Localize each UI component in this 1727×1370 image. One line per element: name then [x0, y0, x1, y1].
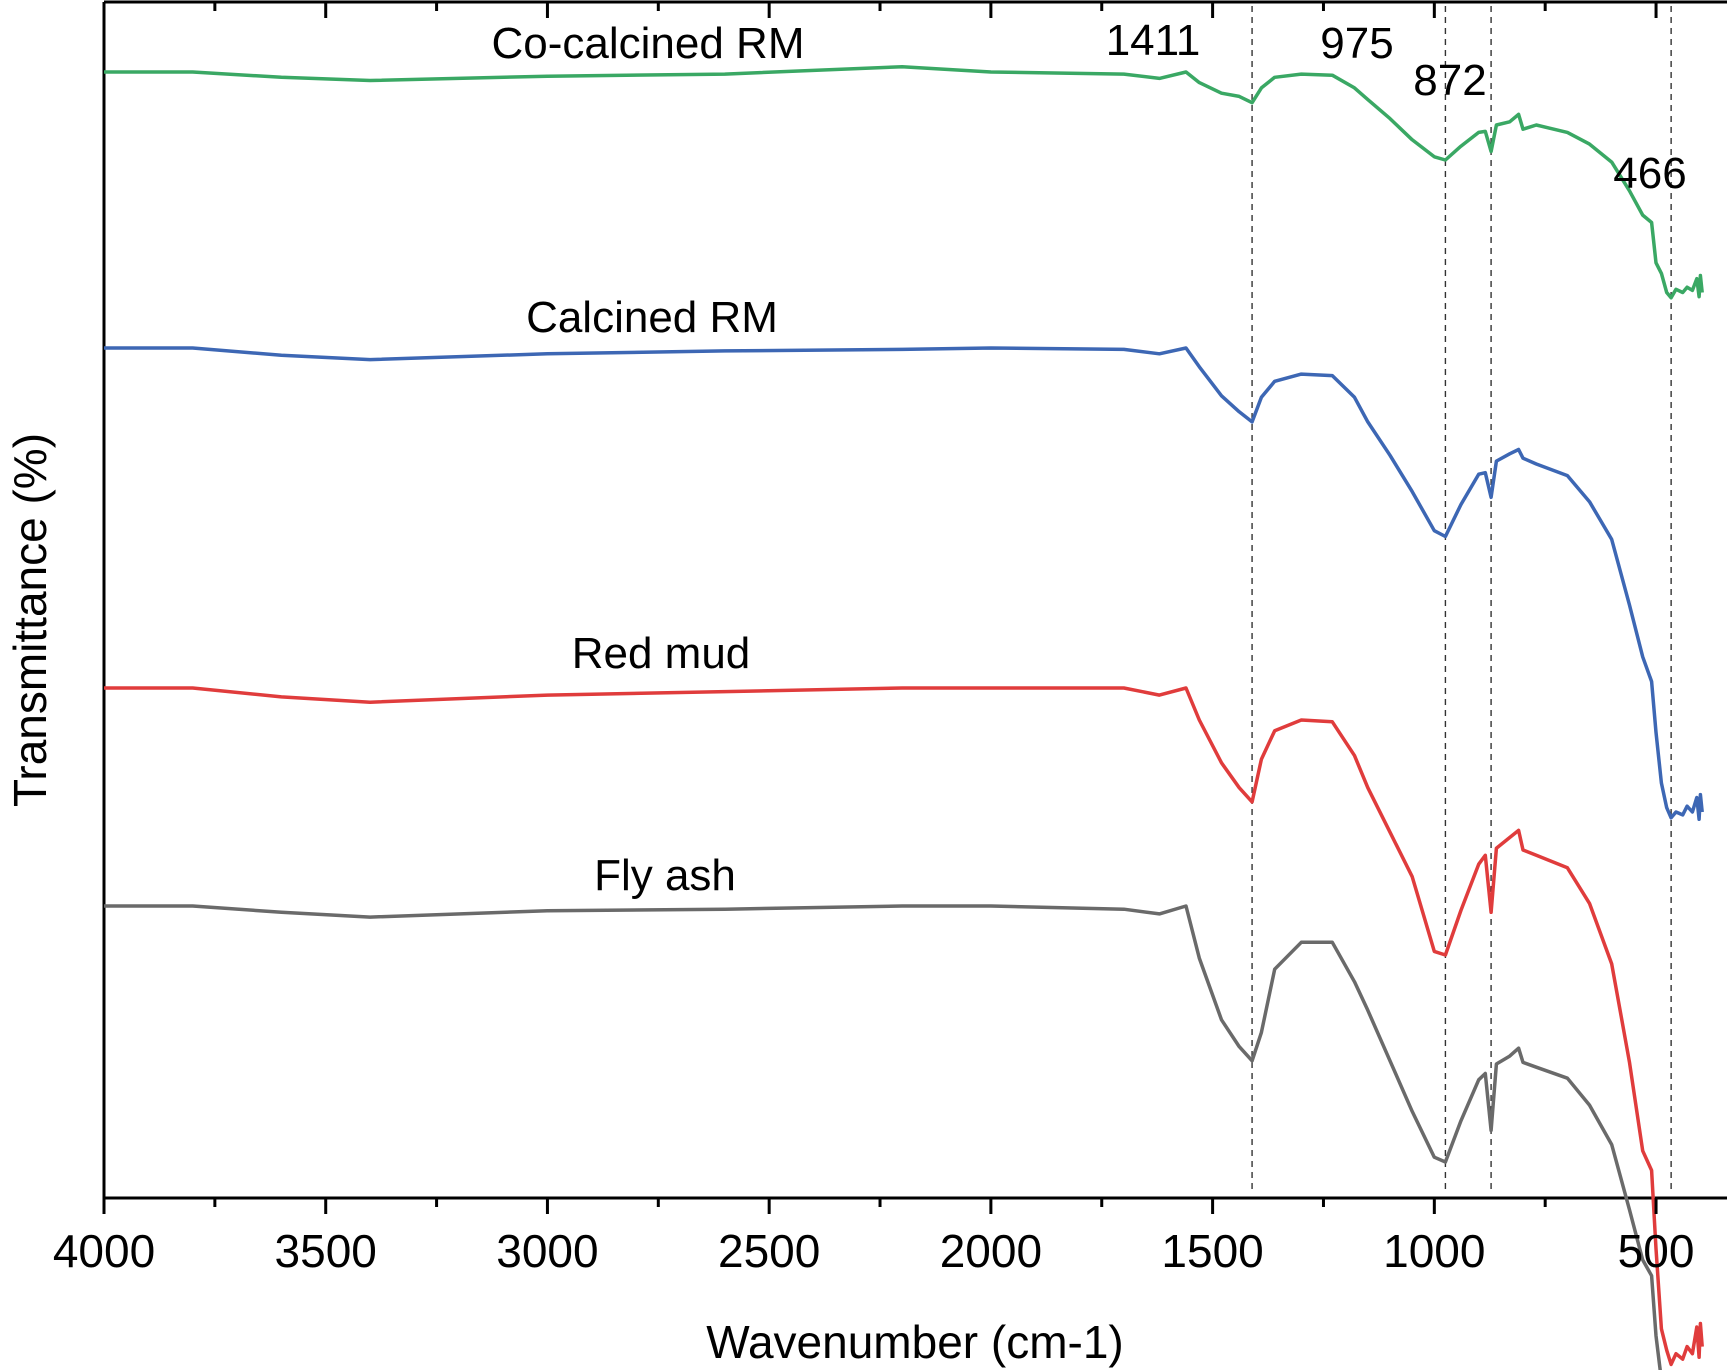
- x-tick-label: 1000: [1383, 1225, 1485, 1277]
- peak-lines: [1251, 6, 1672, 1194]
- series-line-co-calcined-rm: [104, 64, 1704, 300]
- peak-label-975: 975: [1320, 19, 1393, 68]
- x-tick-label: 3000: [496, 1225, 598, 1277]
- x-tick-label: 3500: [275, 1225, 377, 1277]
- peak-label-872: 872: [1413, 56, 1486, 105]
- series-line-red-mud: [104, 686, 1704, 1367]
- y-axis-title: Transmittance (%): [4, 433, 56, 807]
- series-line-fly-ash: [104, 904, 1662, 1370]
- x-tick-label: 2000: [940, 1225, 1042, 1277]
- x-tick-label: 1500: [1161, 1225, 1263, 1277]
- series-lines: [104, 64, 1704, 1370]
- series-labels: Co-calcined RM Calcined RM Red mud Fly ash: [492, 19, 805, 900]
- series-label: Calcined RM: [526, 293, 778, 342]
- peak-label-1411: 1411: [1106, 16, 1201, 65]
- x-tick-label: 500: [1618, 1225, 1695, 1277]
- series-label: Co-calcined RM: [492, 19, 805, 68]
- plot-frame: [102, 0, 1727, 1200]
- x-tick-label: 2500: [718, 1225, 820, 1277]
- x-axis: 4000 3500 3000 2500 2000 1500 1000 500: [53, 2, 1695, 1277]
- peak-labels: 1411 975 872 466: [1106, 16, 1687, 198]
- series-line-calcined-rm: [104, 346, 1704, 822]
- series-label: Red mud: [572, 629, 751, 678]
- peak-label-466: 466: [1613, 149, 1686, 198]
- series-label: Fly ash: [594, 851, 736, 900]
- x-axis-title: Wavenumber (cm-1): [706, 1316, 1123, 1368]
- x-tick-label: 4000: [53, 1225, 155, 1277]
